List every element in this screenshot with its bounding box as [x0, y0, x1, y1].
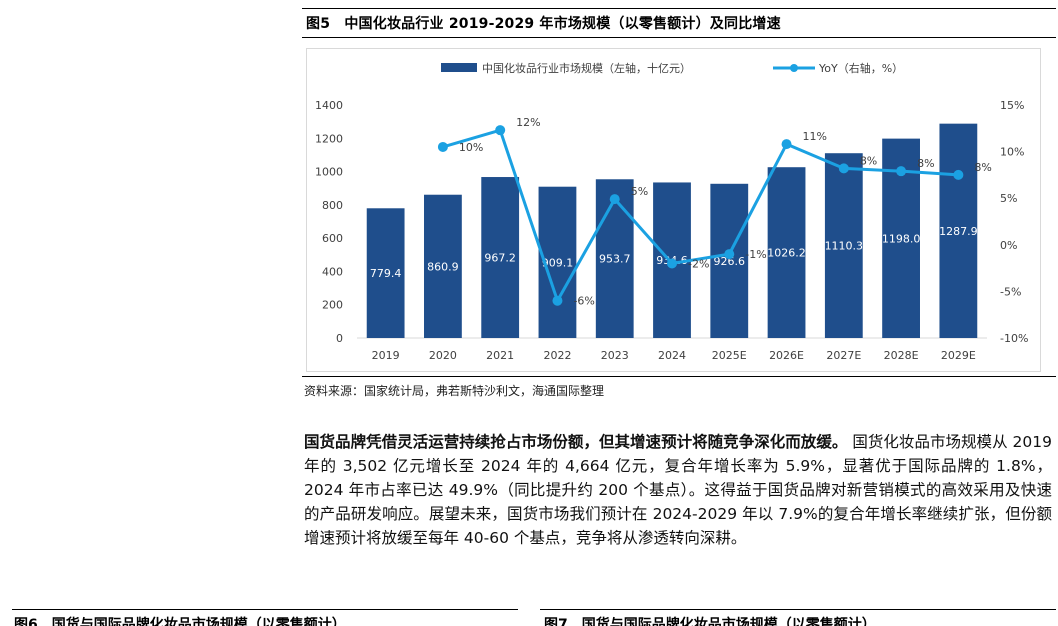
figure-title: 图5 中国化妆品行业 2019-2029 年市场规模（以零售额计）及同比增速 — [306, 16, 781, 32]
bar-2025E — [710, 183, 749, 338]
yoy-value-label: -6% — [573, 295, 594, 308]
bar-value-label: 909.1 — [542, 256, 574, 269]
yoy-point-2026E — [781, 139, 792, 150]
chart-area: 中国化妆品行业市场规模（左轴，十亿元） YoY（右轴，%） 0 200 400 600 80… — [306, 48, 1041, 372]
yoy-value-label: -1% — [745, 248, 766, 261]
yoy-line — [442, 128, 959, 303]
next-figure-rule-left — [12, 609, 518, 610]
bar-value-label: 779.4 — [370, 267, 402, 280]
right-axis-tick-label: 10% — [1000, 146, 1024, 159]
bar-value-label: 926.6 — [714, 255, 746, 268]
yoy-point-2024 — [667, 258, 677, 269]
source-note: 资料来源：国家统计局，弗若斯特沙利文，海通国际整理 — [304, 384, 605, 398]
yoy-point-2022 — [552, 295, 563, 306]
next-figure-title-left: 图6 国货与国际品牌化妆品市场规模（以零售额计） — [14, 617, 346, 626]
legend-marker-line — [790, 64, 798, 72]
bar-value-label: 860.9 — [427, 260, 459, 273]
paragraph-body: 国货化妆品市场规模从 2019 年的 3,502 亿元增长至 2024 年的 4… — [304, 433, 1052, 547]
legend-swatch-bars — [441, 63, 477, 72]
bar-2023 — [595, 179, 634, 338]
combo-chart: 中国化妆品行业市场规模（左轴，十亿元） YoY（右轴，%） 0 200 400 600 80… — [315, 61, 1028, 362]
x-axis-tick-label: 2023 — [601, 349, 629, 362]
source-divider — [302, 376, 1056, 377]
body-paragraph: 国货品牌凭借灵活运营持续抢占市场份额，但其增速预计将随竞争深化而放缓。 国货化妆… — [304, 430, 1052, 550]
left-axis-tick-label: 200 — [322, 299, 343, 312]
right-axis-tick-label: 5% — [1000, 192, 1017, 205]
left-axis-tick-label: 1000 — [315, 166, 343, 179]
left-axis-tick-label: 800 — [322, 199, 343, 212]
figure-title-bar: 图5 中国化妆品行业 2019-2029 年市场规模（以零售额计）及同比增速 — [302, 8, 1056, 38]
right-axis-tick-label: 15% — [1000, 99, 1024, 112]
x-axis-tick-label: 2022 — [543, 349, 571, 362]
bar-2027E — [824, 153, 863, 338]
yoy-value-label: 12% — [516, 116, 540, 129]
bar-value-label: 1110.3 — [825, 240, 864, 253]
right-axis-tick-label: 0% — [1000, 239, 1017, 252]
x-axis-tick-label: 2029E — [941, 349, 976, 362]
x-axis-tick-label: 2020 — [429, 349, 457, 362]
x-axis-tick-label: 2021 — [486, 349, 514, 362]
bar-2019 — [366, 208, 405, 338]
yoy-point-2020 — [437, 141, 448, 152]
yoy-point-2021 — [495, 125, 506, 136]
yoy-value-label: -2% — [688, 257, 709, 270]
yoy-point-2025E — [724, 249, 735, 260]
x-axis-tick-label: 2027E — [826, 349, 861, 362]
next-figure-rule-right — [540, 609, 1056, 610]
yoy-value-label: 8% — [917, 157, 934, 170]
left-axis-tick-label: 400 — [322, 265, 343, 278]
bar-value-label: 1287.9 — [939, 225, 978, 238]
next-figure-title-right: 图7 国货与国际品牌化妆品市场规模（以零售额计） — [544, 617, 876, 626]
yoy-value-label: 8% — [860, 154, 877, 167]
yoy-point-2023 — [609, 194, 620, 205]
yoy-value-label: 5% — [631, 185, 648, 198]
bar-2029E — [939, 123, 978, 338]
bar-2026E — [767, 167, 806, 338]
left-axis-tick-label: 600 — [322, 232, 343, 245]
right-axis-tick-label: -10% — [1000, 332, 1028, 345]
paragraph-lead: 国货品牌凭借灵活运营持续抢占市场份额，但其增速预计将随竞争深化而放缓。 — [304, 433, 848, 451]
bar-value-label: 1026.2 — [767, 247, 806, 260]
bar-value-label: 953.7 — [599, 253, 631, 266]
bar-2020 — [424, 194, 462, 338]
yoy-point-2027E — [838, 163, 849, 174]
yoy-point-2028E — [896, 166, 907, 177]
legend-label-line: YoY（右轴，%） — [818, 61, 903, 75]
yoy-value-label: 8% — [974, 161, 991, 174]
x-axis-tick-label: 2025E — [712, 349, 747, 362]
bar-2021 — [481, 177, 520, 338]
x-axis-tick-label: 2024 — [658, 349, 686, 362]
left-axis-tick-label: 1200 — [315, 132, 343, 145]
x-axis-tick-label: 2026E — [769, 349, 804, 362]
x-axis-tick-label: 2028E — [884, 349, 919, 362]
left-axis-tick-label: 1400 — [315, 99, 343, 112]
yoy-value-label: 11% — [803, 130, 827, 143]
x-axis-tick-label: 2019 — [372, 349, 400, 362]
right-axis-tick-label: -5% — [1000, 285, 1021, 298]
yoy-value-label: 10% — [459, 141, 483, 154]
yoy-point-2029E — [953, 169, 964, 180]
legend-label-bars: 中国化妆品行业市场规模（左轴，十亿元） — [482, 61, 691, 75]
bar-value-label: 1198.0 — [882, 232, 921, 245]
bar-value-label: 967.2 — [484, 252, 516, 265]
left-axis-tick-label: 0 — [336, 332, 343, 345]
